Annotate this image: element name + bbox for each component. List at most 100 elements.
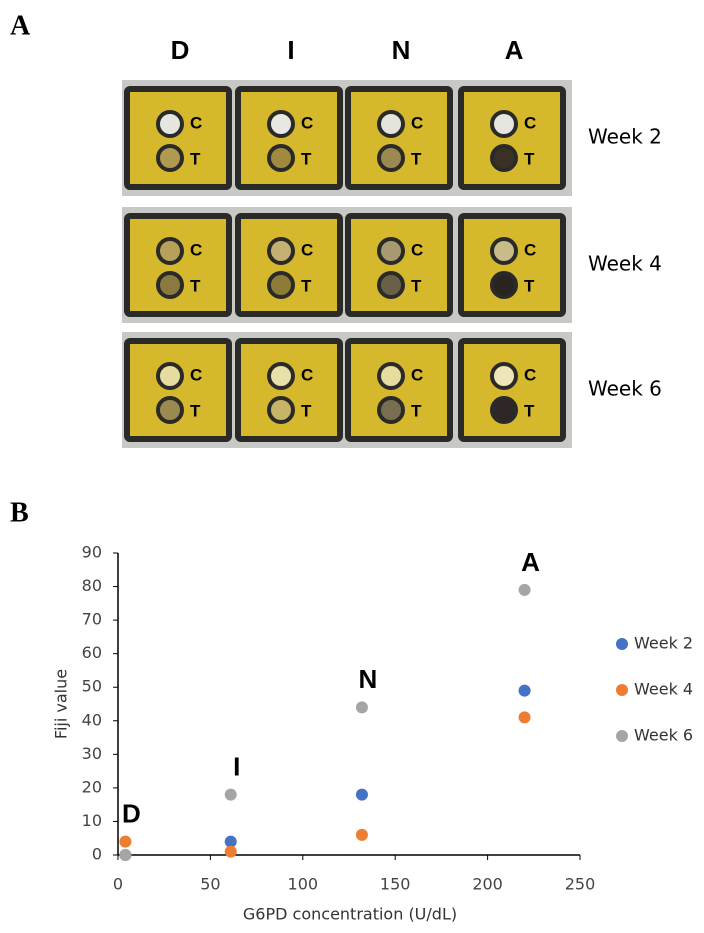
point [519, 685, 531, 697]
legend-marker [616, 684, 628, 696]
y-tick-label: 80 [82, 576, 102, 595]
spot-t [158, 146, 182, 170]
row-label: Week 6 [588, 377, 662, 401]
card [130, 92, 226, 184]
point [225, 846, 237, 858]
column-label: I [287, 35, 294, 65]
spot-label: T [301, 149, 312, 168]
spot-label: T [524, 149, 535, 168]
spot-c [158, 364, 182, 388]
card [130, 344, 226, 436]
legend-label: Week 4 [634, 680, 693, 699]
point [356, 789, 368, 801]
spot-c [379, 239, 403, 263]
spot-c [158, 112, 182, 136]
card [130, 219, 226, 311]
spot-label: C [411, 365, 423, 384]
point-label: N [359, 664, 378, 694]
spot-c [492, 112, 516, 136]
panel-label: A [10, 10, 31, 41]
spot-label: C [301, 113, 313, 132]
y-tick-label: 70 [82, 610, 102, 629]
spot-t [379, 398, 403, 422]
spot-c [492, 239, 516, 263]
y-tick-label: 60 [82, 643, 102, 662]
y-tick-label: 20 [82, 777, 102, 796]
spot-label: T [411, 149, 422, 168]
point-label: D [122, 798, 141, 828]
card [241, 219, 337, 311]
spot-label: T [190, 149, 201, 168]
spot-label: C [301, 365, 313, 384]
spot-label: C [524, 240, 536, 259]
x-tick-label: 200 [472, 875, 503, 894]
spot-c [269, 364, 293, 388]
spot-label: T [301, 401, 312, 420]
card [351, 92, 447, 184]
spot-c [492, 364, 516, 388]
card [464, 92, 560, 184]
card [464, 219, 560, 311]
row-label: Week 4 [588, 252, 662, 276]
point [119, 836, 131, 848]
x-tick-label: 150 [380, 875, 411, 894]
y-axis-title: Fiji value [52, 669, 71, 739]
point [519, 711, 531, 723]
column-label: A [505, 35, 524, 65]
spot-c [269, 112, 293, 136]
y-tick-label: 50 [82, 677, 102, 696]
y-tick-label: 10 [82, 811, 102, 830]
spot-t [158, 398, 182, 422]
spot-label: T [524, 276, 535, 295]
figure: A DINACTCTCTCTWeek 2CTCTCTCTWeek 4CTCTCT… [0, 0, 704, 933]
spot-label: T [190, 276, 201, 295]
point [519, 584, 531, 596]
spot-label: C [190, 240, 202, 259]
spot-label: C [524, 365, 536, 384]
y-tick-label: 0 [92, 845, 102, 864]
y-tick-label: 40 [82, 710, 102, 729]
column-label: N [392, 35, 411, 65]
card [241, 344, 337, 436]
spot-label: C [411, 113, 423, 132]
spot-t [379, 273, 403, 297]
x-tick-label: 250 [565, 875, 596, 894]
x-tick-label: 50 [200, 875, 220, 894]
card [464, 344, 560, 436]
card [241, 92, 337, 184]
spot-t [269, 273, 293, 297]
spot-t [492, 146, 516, 170]
spot-label: C [301, 240, 313, 259]
spot-t [158, 273, 182, 297]
spot-t [269, 146, 293, 170]
spot-label: T [190, 401, 201, 420]
spot-label: C [190, 113, 202, 132]
y-tick-label: 90 [82, 543, 102, 562]
spot-t [379, 146, 403, 170]
spot-label: C [190, 365, 202, 384]
x-tick-label: 0 [113, 875, 123, 894]
spot-t [492, 398, 516, 422]
column-label: D [171, 35, 190, 65]
point [119, 849, 131, 861]
legend-marker [616, 638, 628, 650]
point [356, 829, 368, 841]
x-axis-title: G6PD concentration (U/dL) [243, 905, 457, 924]
spot-label: T [524, 401, 535, 420]
spot-c [379, 364, 403, 388]
spot-t [269, 398, 293, 422]
card [351, 344, 447, 436]
spot-c [269, 239, 293, 263]
spot-label: C [411, 240, 423, 259]
spot-c [158, 239, 182, 263]
point-label: A [521, 547, 540, 577]
spot-label: T [301, 276, 312, 295]
point [356, 701, 368, 713]
card [351, 219, 447, 311]
legend-label: Week 6 [634, 726, 693, 745]
spot-label: C [524, 113, 536, 132]
x-tick-label: 100 [288, 875, 319, 894]
spot-label: T [411, 401, 422, 420]
legend-label: Week 2 [634, 634, 693, 653]
